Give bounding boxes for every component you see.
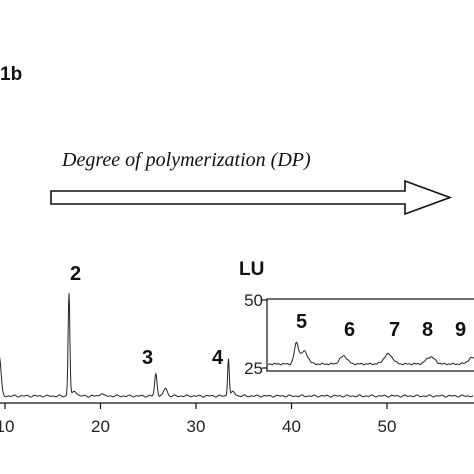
x-axis-ticks: 10 20 30 40 50 [0,403,396,436]
x-tick-label: 30 [187,417,206,436]
peak-label-3: 3 [142,347,153,369]
inset-y-tick-label: 25 [244,359,263,378]
inset-y-tick-label: 50 [244,291,263,310]
inset-y-axis-label: LU [239,259,264,280]
x-tick-label: 10 [0,417,14,436]
x-tick-label: 20 [91,417,110,436]
main-peak-labels: 2 3 4 [70,263,224,369]
panel-label: 1b [0,64,22,85]
inset-chromatogram-trace [268,341,474,366]
main-chromatogram-trace [0,293,474,398]
x-tick-label: 50 [378,417,397,436]
inset-y-ticks: 25 50 [244,291,267,378]
inset-peak-label-6: 6 [344,319,355,341]
dp-arrow-label: Degree of polymerization (DP) [61,149,311,171]
inset-peak-label-5: 5 [296,311,307,333]
x-tick-label: 40 [282,417,301,436]
peak-label-2: 2 [70,263,81,285]
inset-peak-label-9: 9 [455,319,466,341]
peak-label-4: 4 [212,347,224,369]
inset-peak-label-7: 7 [389,319,400,341]
inset-peak-label-8: 8 [422,319,433,341]
dp-arrow [50,179,453,216]
inset-frame [266,298,474,372]
